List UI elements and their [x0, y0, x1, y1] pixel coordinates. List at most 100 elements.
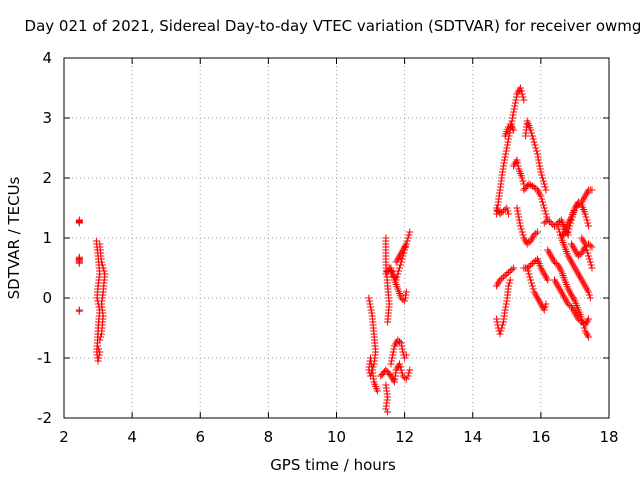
x-tick-label: 10 — [327, 428, 346, 446]
data-point — [581, 210, 589, 218]
data-point — [552, 221, 560, 228]
data-point — [518, 90, 526, 98]
data-point — [511, 102, 519, 110]
data-point — [402, 288, 410, 296]
data-point — [399, 348, 407, 356]
data-point — [504, 138, 512, 146]
data-point — [586, 242, 594, 249]
data-point — [524, 267, 532, 275]
data-point — [519, 177, 527, 185]
data-point — [585, 288, 593, 296]
data-point — [516, 222, 524, 230]
data-point — [499, 162, 507, 170]
data-point — [511, 99, 519, 107]
chart-title: Day 021 of 2021, Sidereal Day-to-day VTE… — [25, 17, 640, 35]
data-point — [532, 230, 540, 237]
grid-lines — [64, 58, 609, 418]
data-point — [96, 336, 104, 344]
data-point — [519, 231, 527, 239]
x-tick-label: 6 — [195, 428, 205, 446]
data-point — [585, 315, 593, 323]
data-point — [513, 156, 521, 164]
y-tick-label: -1 — [37, 349, 52, 367]
data-point — [100, 267, 108, 275]
data-point — [576, 317, 584, 324]
x-tick-label: 8 — [264, 428, 274, 446]
x-tick-label: 18 — [599, 428, 618, 446]
data-point — [527, 276, 535, 284]
data-point — [529, 135, 537, 143]
data-point — [97, 333, 105, 341]
data-point — [538, 195, 546, 203]
data-point — [402, 375, 410, 383]
data-point — [499, 321, 507, 329]
data-point — [396, 264, 404, 272]
data-point — [528, 132, 536, 140]
data-point — [528, 282, 536, 290]
y-tick-label: 3 — [42, 109, 52, 127]
data-point — [569, 210, 577, 218]
data-point — [552, 260, 560, 267]
data-point — [388, 354, 396, 362]
axes — [63, 57, 610, 419]
data-point — [588, 186, 596, 194]
data-point — [514, 159, 522, 167]
data-point — [515, 216, 523, 224]
data-point — [404, 372, 412, 380]
x-tick-label: 12 — [395, 428, 414, 446]
data-point — [523, 264, 531, 272]
data-point — [585, 255, 593, 263]
data-point — [493, 315, 501, 323]
data-point — [401, 374, 409, 381]
data-point — [568, 213, 576, 221]
data-point — [539, 198, 547, 206]
data-point — [514, 162, 522, 170]
data-point — [384, 318, 392, 326]
data-point — [551, 258, 558, 266]
data-point — [574, 315, 582, 323]
data-point — [574, 252, 582, 260]
data-point — [501, 272, 509, 279]
data-point — [503, 144, 511, 152]
data-point — [539, 174, 547, 182]
data-point — [537, 168, 545, 176]
data-point — [528, 260, 536, 267]
data-point — [564, 228, 572, 236]
data-point — [389, 351, 397, 359]
data-point — [578, 318, 586, 326]
data-point — [493, 318, 501, 326]
data-point — [539, 201, 547, 209]
x-tick-label: 2 — [59, 428, 69, 446]
data-point — [502, 303, 510, 311]
data-point — [498, 275, 506, 282]
data-point — [523, 240, 531, 248]
data-point — [396, 338, 404, 345]
data-point — [505, 269, 513, 276]
data-point — [365, 294, 373, 302]
x-tick-label: 16 — [531, 428, 550, 446]
data-point — [510, 105, 518, 113]
data-point — [528, 129, 536, 137]
data-point — [531, 141, 539, 149]
y-tick-label: 1 — [42, 229, 52, 247]
data-point — [530, 231, 538, 239]
data-point — [506, 276, 514, 284]
data-point — [542, 186, 550, 194]
data-point — [582, 243, 590, 251]
data-point — [509, 111, 517, 119]
data-point — [541, 207, 549, 215]
data-point — [365, 297, 373, 305]
data-point — [401, 294, 409, 302]
data-point — [525, 270, 533, 278]
data-point — [570, 207, 578, 215]
data-point — [520, 96, 528, 104]
data-point — [535, 156, 543, 164]
data-point — [498, 324, 506, 332]
data-point — [587, 261, 595, 269]
data-point — [508, 117, 516, 125]
data-point — [396, 261, 404, 269]
data-point — [533, 147, 541, 155]
data-point — [527, 261, 535, 269]
data-point — [506, 129, 514, 137]
data-point — [528, 279, 536, 287]
